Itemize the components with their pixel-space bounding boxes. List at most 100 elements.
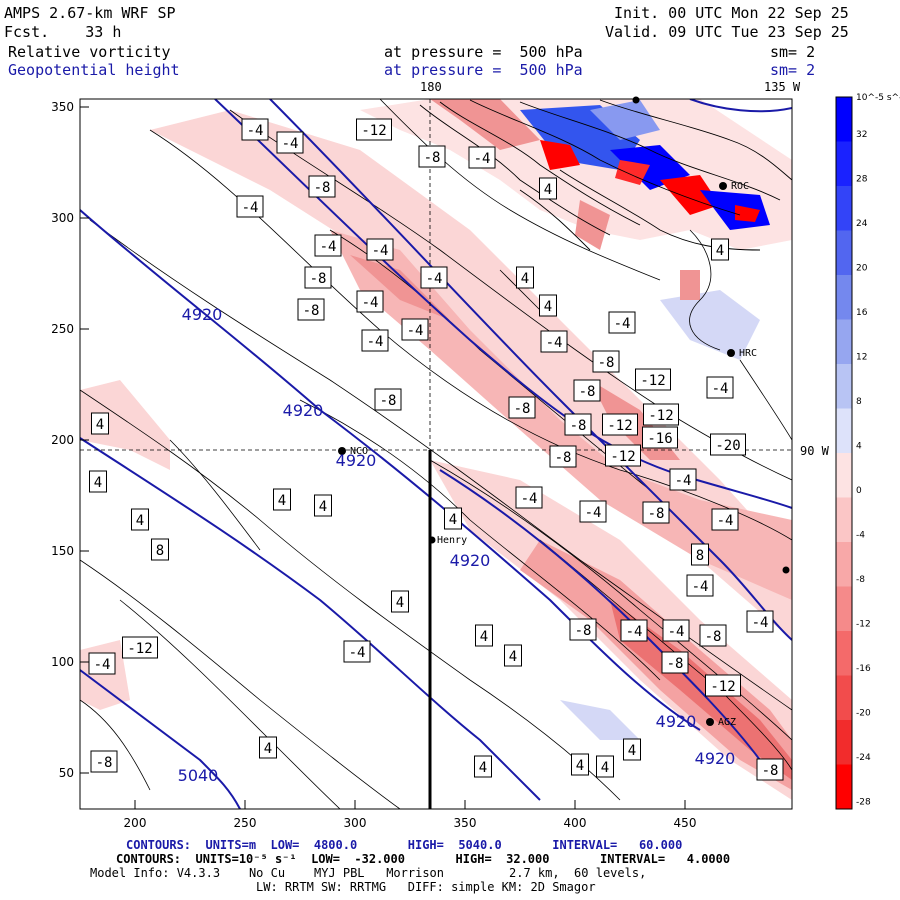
vorticity-contour-label: 4 <box>475 624 493 647</box>
y-tick-labels: 350 300 250 200 150 100 50 <box>51 100 74 780</box>
vorticity-label-text: -4 <box>372 243 389 259</box>
vorticity-label-box <box>515 486 543 509</box>
vorticity-label-text: -4 <box>717 513 734 529</box>
vorticity-label-text: -8 <box>514 401 531 417</box>
vorticity-label-text: -8 <box>705 629 722 645</box>
vorticity-contour-label: -4 <box>686 574 714 597</box>
vorticity-contour-label: -8 <box>573 379 601 402</box>
vorticity-label-text: 4 <box>94 475 102 491</box>
vorticity-label-box <box>508 396 536 419</box>
vorticity-contour-label: 4 <box>474 755 492 778</box>
terrain-pos-4 <box>590 100 660 140</box>
height-contour-label: 4920 <box>283 401 324 420</box>
y-tick-350: 350 <box>51 100 74 114</box>
vorticity-label-text: -8 <box>579 384 596 400</box>
vorticity-label-text: 8 <box>696 548 704 564</box>
y-tick-100: 100 <box>51 655 74 669</box>
vorticity-contour-label: -4 <box>515 486 543 509</box>
vorticity-contour-label: -12 <box>602 413 638 436</box>
vorticity-label-box <box>273 488 291 511</box>
height-contour-label: 4920 <box>656 712 697 731</box>
colorbar-label: -4 <box>856 531 865 541</box>
vorticity-label-text: -8 <box>424 150 441 166</box>
vorticity-label-box <box>314 234 342 257</box>
field1-level: at pressure = 500 hPa <box>384 43 583 61</box>
vorticity-label-text: 4 <box>544 182 552 198</box>
vorticity-label-text: -4 <box>367 334 384 350</box>
vorticity-label-text: -8 <box>648 506 665 522</box>
vorticity-label-text: -4 <box>752 615 769 631</box>
colorbar-segment <box>836 542 852 587</box>
station-label-nco: NCO <box>350 446 368 457</box>
vorticity-label-text: -20 <box>715 438 740 454</box>
vorticity-label-box <box>374 388 402 411</box>
vorticity-label-text: -12 <box>127 641 152 657</box>
height-contour-label: 4920 <box>695 749 736 768</box>
vorticity-label-box <box>705 674 741 697</box>
vorticity-label-box <box>669 468 697 491</box>
vorticity-contour-label: -12 <box>122 636 158 659</box>
vorticity-label-text: 4 <box>278 493 286 509</box>
footer-model-info: Model Info: V4.3.3 No Cu MYJ PBL Morriso… <box>90 866 647 880</box>
vorticity-label-box <box>444 507 462 530</box>
vorticity-label-text: -4 <box>692 579 709 595</box>
colorbar-frame <box>835 96 853 810</box>
colorbar-label: 28 <box>856 175 868 185</box>
vorticity-label-box <box>711 508 739 531</box>
vorticity-label-text: -4 <box>407 323 424 339</box>
colorbar-segment <box>836 675 852 720</box>
vorticity-label-text: -12 <box>710 679 735 695</box>
vorticity-label-text: -8 <box>570 418 587 434</box>
vorticity-contour-label: -4 <box>468 146 496 169</box>
vorticity-label-text: -4 <box>614 316 631 332</box>
vorticity-label-text: 4 <box>319 499 327 515</box>
vorticity-contour-label: -16 <box>642 426 678 449</box>
vorticity-label-box <box>314 494 332 517</box>
field2-name: Geopotential height <box>8 61 180 79</box>
vorticity-label-box <box>539 294 557 317</box>
vorticity-label-box <box>573 379 601 402</box>
height-contour-4920-a <box>80 209 701 731</box>
vorticity-label-text: -8 <box>310 271 327 287</box>
terrain-neg-4 <box>660 175 720 215</box>
y-tick-300: 300 <box>51 211 74 225</box>
colorbar-label: 8 <box>856 397 862 407</box>
vorticity-label-box <box>304 266 332 289</box>
vorticity-label-box <box>571 753 589 776</box>
vorticity-label-text: 4 <box>716 243 724 259</box>
height-contour-4920-c <box>269 99 792 641</box>
colorbar-label: 24 <box>856 219 868 229</box>
vorticity-label-text: -8 <box>575 623 592 639</box>
footer-height-contours: CONTOURS: UNITS=m LOW= 4800.0 HIGH= 5040… <box>126 838 683 852</box>
colorbar-label: -16 <box>856 664 871 674</box>
forecast-hour: Fcst. 33 h <box>4 23 122 41</box>
vorticity-label-box <box>91 412 109 435</box>
vorticity-label-box <box>699 624 727 647</box>
vorticity-contour-label: 4 <box>571 753 589 776</box>
label-90w: 90 W <box>800 444 830 458</box>
plot-frame <box>79 98 793 810</box>
station-dot-east <box>782 566 790 574</box>
vorticity-label-box <box>686 574 714 597</box>
vorticity-label-box <box>356 118 392 141</box>
colorbar-segment <box>836 186 852 231</box>
vorticity-label-box <box>642 426 678 449</box>
vorticity-label-text: -8 <box>667 656 684 672</box>
axis-ticks <box>80 106 686 809</box>
colorbar-segment <box>836 720 852 765</box>
field1-smoothing: sm= 2 <box>770 43 816 61</box>
vorticity-label-box <box>596 755 614 778</box>
vorticity-label-text: -4 <box>675 473 692 489</box>
vorticity-label-box <box>361 329 389 352</box>
vorticity-label-text: 4 <box>396 595 404 611</box>
vorticity-label-box <box>343 640 371 663</box>
vorticity-label-box <box>746 610 774 633</box>
vorticity-label-box <box>661 651 689 674</box>
colorbar-label: 12 <box>856 353 867 363</box>
vorticity-label-box <box>592 350 620 373</box>
x-tick-450: 450 <box>674 816 697 830</box>
model-title: AMPS 2.67-km WRF SP <box>4 4 176 22</box>
vorticity-label-text: -4 <box>362 295 379 311</box>
vorticity-label-text: 4 <box>544 299 552 315</box>
